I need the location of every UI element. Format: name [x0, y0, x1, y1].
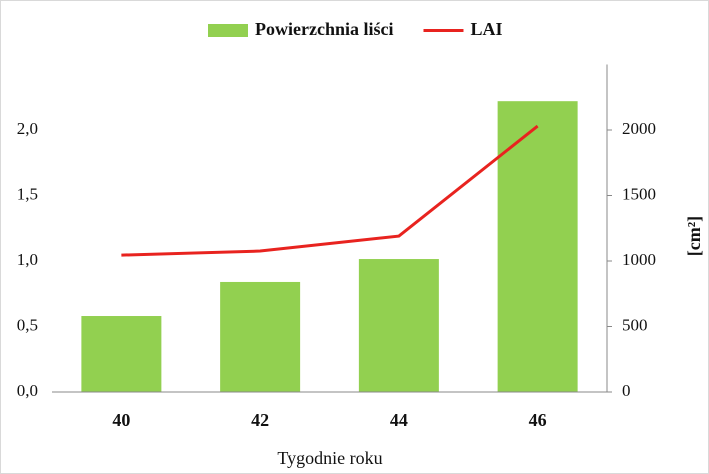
y-tick-label: 0,5 [17, 315, 38, 334]
x-tick-label: 44 [390, 410, 408, 430]
y2-tick-label: 2000 [622, 119, 656, 138]
bar [81, 316, 162, 392]
bar [358, 259, 439, 392]
legend-label: Powierzchnia liści [255, 19, 393, 39]
x-tick-label: 46 [529, 410, 547, 430]
bar [220, 281, 301, 392]
y2-tick-label: 500 [622, 315, 648, 334]
y2-axis-label: [cm²] [684, 216, 704, 256]
y-tick-label: 0,0 [17, 381, 38, 400]
legend-swatch [208, 24, 248, 37]
y2-tick-label: 1500 [622, 184, 656, 203]
y-tick-label: 1,5 [17, 184, 38, 203]
line [121, 124, 539, 257]
y-tick-label: 2,0 [17, 119, 38, 138]
x-tick-label: 42 [251, 410, 269, 430]
y-tick-label: 1,0 [17, 250, 38, 269]
legend-label: LAI [470, 19, 502, 39]
bar [497, 101, 578, 393]
x-axis-label: Tygodnie roku [277, 448, 382, 468]
x-tick-label: 40 [112, 410, 130, 430]
y2-tick-label: 0 [622, 381, 631, 400]
y2-tick-label: 1000 [622, 250, 656, 269]
